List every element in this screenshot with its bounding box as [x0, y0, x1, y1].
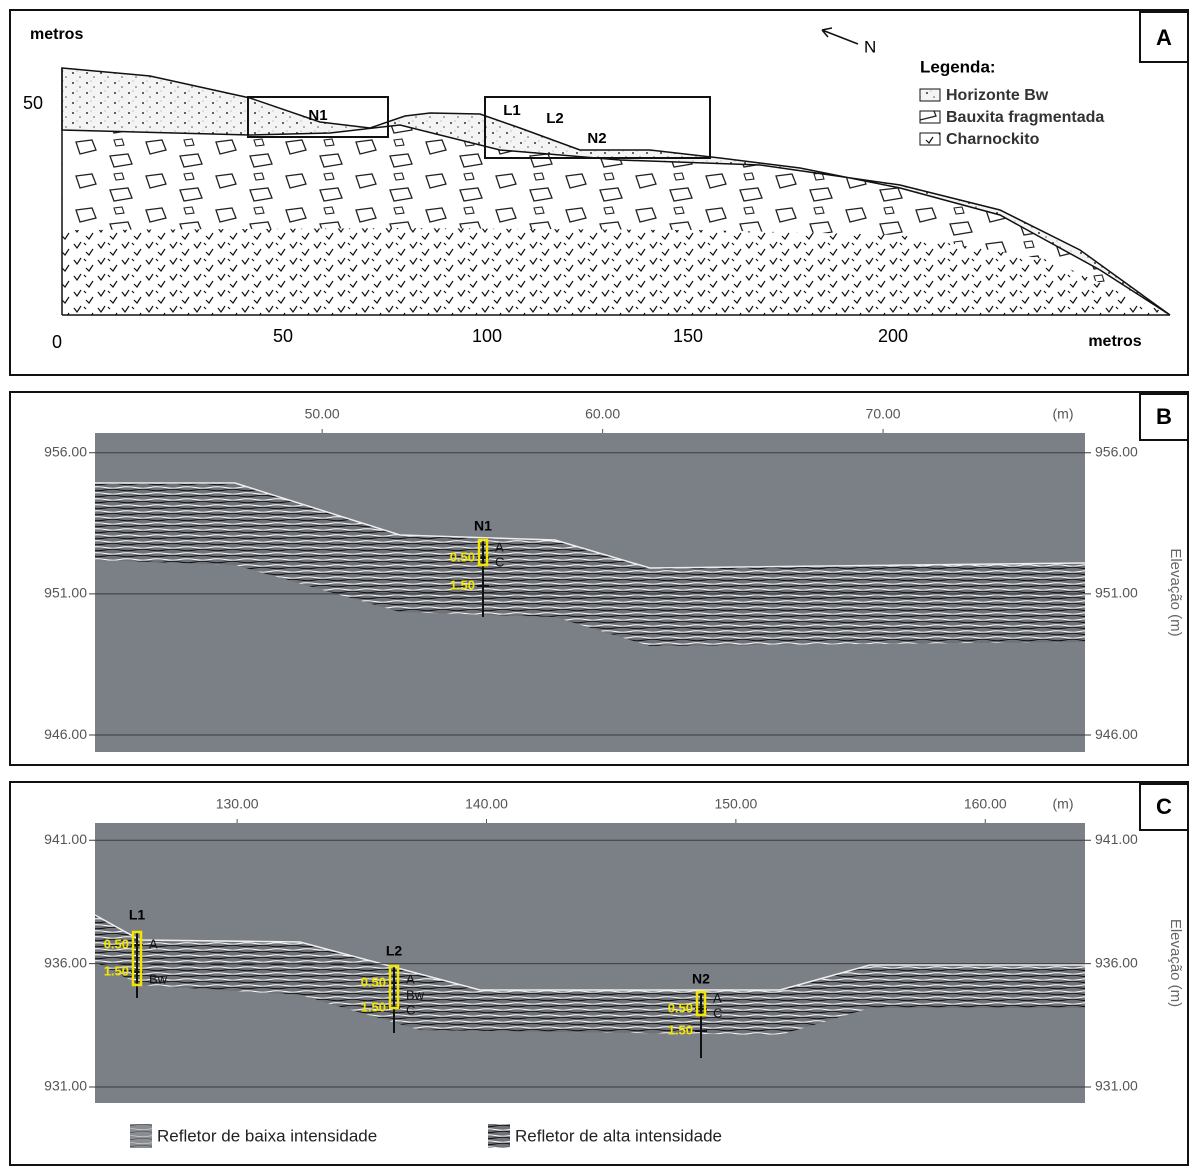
depth-label: 1.50: [104, 963, 129, 978]
y-title: Elevação (m): [1167, 919, 1184, 1007]
y-tick-label: 50: [23, 93, 43, 113]
panel-b-frame: [9, 391, 1189, 766]
horizon-label: C: [713, 1005, 722, 1020]
charnockito-layer: [62, 228, 1170, 315]
legend-label: Refletor de baixa intensidade: [157, 1126, 377, 1145]
site-label: L2: [546, 110, 564, 127]
ground-surface: [95, 482, 1086, 569]
y-tick-label: 931.00: [44, 1078, 87, 1094]
y-tick-label: 941.00: [1095, 831, 1138, 847]
sample-box: [477, 538, 489, 567]
depth-label: 0.50: [361, 974, 386, 989]
x-unit: (m): [1053, 406, 1074, 422]
legend-title: Legenda:: [920, 57, 996, 76]
legend-swatch: [919, 88, 941, 102]
panel-label-box: [1139, 11, 1189, 63]
y-title: Elevação (m): [1167, 548, 1184, 636]
x-tick-label: 0: [52, 332, 62, 352]
profile-name: L2: [386, 943, 403, 959]
depth-label: 0.50: [104, 936, 129, 951]
y-tick-label: 936.00: [1095, 954, 1138, 970]
profile-name: L1: [129, 907, 146, 923]
area-box: [247, 96, 389, 138]
x-tick-label: 60.00: [585, 406, 620, 422]
depth-label: 1.50: [668, 1022, 693, 1037]
depth-label: 1.50: [361, 999, 386, 1014]
panel-label: B: [1156, 404, 1172, 429]
panel-label-box: [1139, 783, 1189, 831]
legend-swatch: [130, 1124, 152, 1148]
y-tick-label: 956.00: [44, 443, 87, 459]
horizon-label: A: [406, 971, 415, 986]
site-label: N1: [308, 107, 327, 124]
y-tick-label: 931.00: [1095, 1078, 1138, 1094]
legend-swatch: [919, 132, 941, 146]
horizon-label: Bw: [406, 987, 425, 1002]
bauxite-layer: [62, 125, 1170, 315]
x-tick-label: 50: [273, 326, 293, 346]
x-tick-label: 150.00: [714, 796, 757, 812]
reflector-band: [95, 483, 1085, 646]
legend-label: Charnockito: [946, 131, 1040, 148]
x-unit: metros: [1088, 333, 1141, 350]
horizon-label: A: [149, 936, 158, 951]
y-tick-label: 946.00: [44, 726, 87, 742]
legend-label: Refletor de alta intensidade: [515, 1126, 722, 1145]
x-tick-label: 160.00: [964, 796, 1007, 812]
x-tick-label: 100: [472, 326, 502, 346]
panel-label: A: [1156, 25, 1172, 50]
depth-label: 0.50: [450, 549, 475, 564]
y-tick-label: 936.00: [44, 954, 87, 970]
y-tick-label: 946.00: [1095, 726, 1138, 742]
site-label: N2: [587, 130, 606, 147]
site-label: L1: [503, 102, 521, 119]
x-tick-label: 150: [673, 326, 703, 346]
y-tick-label: 951.00: [1095, 585, 1138, 601]
y-tick-label: 941.00: [44, 831, 87, 847]
depth-label: 1.50: [450, 577, 475, 592]
x-tick-label: 140.00: [465, 796, 508, 812]
x-unit: (m): [1053, 796, 1074, 812]
legend-label: Bauxita fragmentada: [946, 109, 1104, 126]
sample-box: [388, 964, 400, 1010]
horizon-label: C: [495, 554, 504, 569]
area-box: [484, 96, 711, 159]
profile-name: N1: [474, 518, 492, 534]
horizon-label: C: [406, 1002, 415, 1017]
legend-swatch: [919, 110, 941, 124]
sample-box: [131, 930, 143, 987]
x-tick-label: 130.00: [216, 796, 259, 812]
y-tick-label: 951.00: [44, 585, 87, 601]
x-tick-label: 70.00: [866, 406, 901, 422]
x-tick-label: 50.00: [305, 406, 340, 422]
horizon-label: A: [495, 539, 504, 554]
reflector-band: [95, 915, 1085, 1035]
north-label: N: [864, 37, 876, 56]
x-tick-label: 200: [878, 326, 908, 346]
profile-name: N2: [692, 971, 710, 987]
y-tick-label: 956.00: [1095, 443, 1138, 459]
horizon-label: A: [713, 990, 722, 1005]
north-arrow: [821, 27, 859, 45]
legend-label: Horizonte Bw: [946, 87, 1049, 104]
panel-label-box: [1139, 393, 1189, 441]
depth-label: 0.50: [668, 1000, 693, 1015]
horizon-label: Bw: [149, 971, 168, 986]
legend-swatch: [488, 1124, 510, 1148]
panel-label: C: [1156, 794, 1172, 819]
sample-box: [695, 990, 707, 1017]
panel-a-frame: [9, 9, 1189, 376]
panel-c-frame: [9, 781, 1189, 1166]
y-unit: metros: [30, 26, 83, 43]
